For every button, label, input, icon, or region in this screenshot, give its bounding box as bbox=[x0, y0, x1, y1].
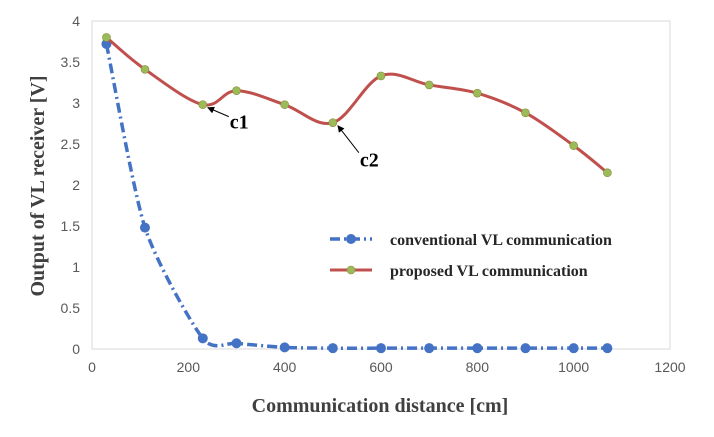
y-tick-label: 2 bbox=[72, 177, 80, 193]
y-tick-label: 0 bbox=[72, 341, 80, 357]
legend-marker-proposed bbox=[346, 265, 356, 275]
data-point-conventional bbox=[231, 338, 242, 349]
data-point-conventional bbox=[472, 343, 483, 354]
data-point-proposed bbox=[473, 88, 482, 98]
data-point-proposed bbox=[603, 168, 612, 177]
legend-marker-conventional bbox=[346, 234, 356, 244]
y-axis-ticks: 0 0.5 1 1.5 2 2.5 3 3.5 4 bbox=[61, 13, 81, 357]
y-tick-label: 1.5 bbox=[61, 218, 81, 234]
x-tick-label: 200 bbox=[177, 359, 201, 375]
data-point-conventional bbox=[197, 333, 208, 344]
annotation-label: c2 bbox=[360, 150, 379, 172]
data-point-proposed bbox=[140, 65, 150, 74]
y-tick-label: 2.5 bbox=[61, 136, 81, 152]
data-point-proposed bbox=[232, 86, 241, 95]
x-axis-title: Communication distance [cm] bbox=[252, 395, 509, 417]
y-tick-label: 4 bbox=[72, 13, 80, 29]
data-point-proposed bbox=[521, 108, 530, 118]
legend: conventional VL communication proposed V… bbox=[330, 232, 612, 280]
x-tick-label: 600 bbox=[369, 359, 393, 375]
y-axis-title: Output of VL receiver [V] bbox=[27, 75, 49, 296]
data-point-proposed bbox=[569, 141, 578, 150]
data-point-conventional bbox=[376, 343, 386, 354]
data-point-proposed bbox=[198, 100, 208, 109]
y-tick-label: 0.5 bbox=[61, 300, 81, 316]
data-point-proposed bbox=[424, 80, 434, 90]
data-point-conventional bbox=[568, 343, 579, 354]
data-point-proposed bbox=[102, 33, 111, 42]
x-tick-label: 400 bbox=[273, 359, 297, 375]
x-tick-label: 800 bbox=[466, 359, 490, 375]
annotation-arrow bbox=[207, 106, 229, 118]
data-point-conventional bbox=[139, 222, 150, 233]
x-tick-label: 1000 bbox=[558, 359, 589, 375]
y-tick-label: 3 bbox=[72, 95, 80, 111]
data-point-conventional bbox=[424, 343, 435, 354]
data-point-conventional bbox=[520, 343, 531, 354]
series-line-conventional bbox=[104, 43, 608, 350]
data-point-conventional bbox=[279, 342, 290, 353]
y-tick-label: 1 bbox=[72, 259, 80, 275]
legend-item-proposed: proposed VL communication bbox=[330, 263, 588, 280]
x-tick-label: 0 bbox=[88, 359, 96, 375]
data-point-conventional bbox=[602, 343, 613, 354]
legend-label-proposed: proposed VL communication bbox=[390, 263, 588, 280]
x-axis-ticks: 0 200 400 600 800 1000 1200 bbox=[88, 359, 686, 375]
data-point-proposed bbox=[376, 71, 386, 81]
annotation-label: c1 bbox=[230, 112, 249, 134]
legend-label-conventional: conventional VL communication bbox=[390, 232, 612, 249]
data-point-conventional bbox=[327, 343, 338, 354]
annotation-arrow bbox=[337, 125, 360, 153]
data-point-proposed bbox=[280, 100, 289, 109]
y-tick-label: 3.5 bbox=[61, 54, 81, 70]
series-line-proposed bbox=[105, 36, 609, 174]
series-layer bbox=[101, 33, 613, 354]
x-tick-label: 1200 bbox=[654, 359, 685, 375]
legend-item-conventional: conventional VL communication bbox=[330, 232, 612, 249]
annotations: c1 c2 bbox=[207, 106, 379, 172]
data-point-proposed bbox=[328, 118, 338, 127]
